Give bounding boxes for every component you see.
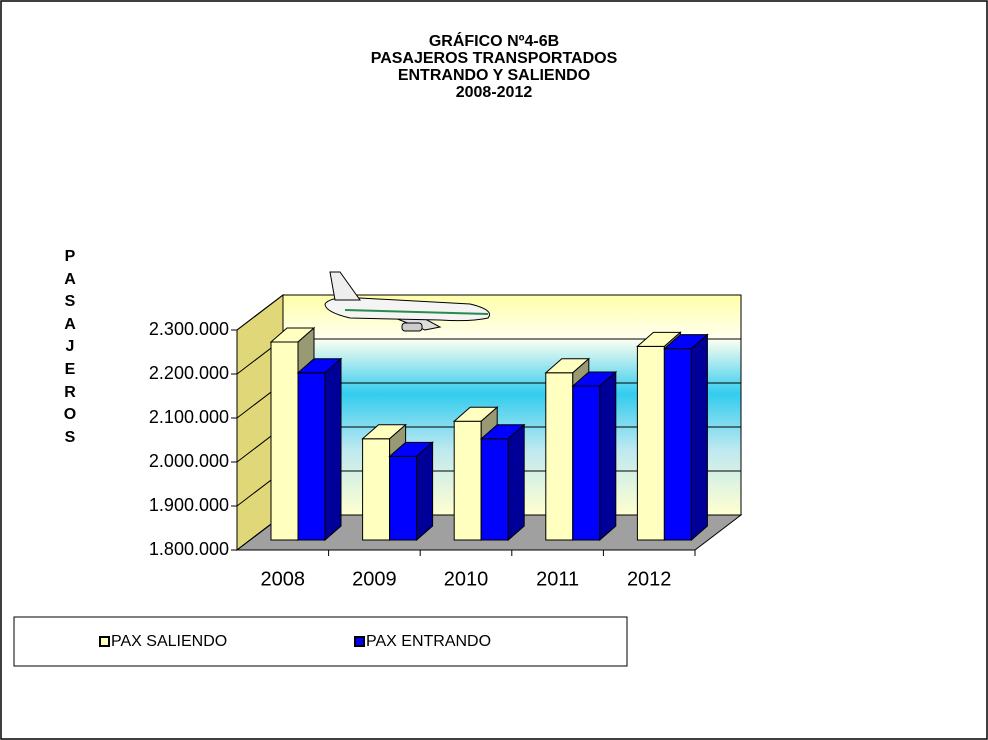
bar-side [599,370,617,542]
legend-swatch [99,636,110,647]
chart-title: GRÁFICO Nº4-6B [429,31,559,50]
bar-front [636,345,665,541]
legend-label: PAX SALIENDO [111,633,227,650]
x-tick-label: 2008 [261,568,306,590]
bar [388,441,434,542]
bar-side [507,423,525,542]
y-tick-label: 2.300.000 [149,319,229,339]
bar-front [270,341,299,541]
airplane-tail [329,271,361,301]
legend-swatch [354,636,365,647]
y-axis-title: PASAJEROS [63,248,77,446]
bar [663,333,709,542]
y-tick-label: 2.100.000 [149,407,229,427]
bar [296,357,343,542]
x-tick-label: 2012 [627,568,672,590]
bar-side [416,441,434,542]
airplane [324,271,490,332]
bar-front [453,420,482,541]
x-tick-label: 2011 [536,568,579,590]
y-tick-label: 2.200.000 [149,363,229,383]
bar-front [389,455,418,541]
bar-side [324,357,342,542]
x-tick-label: 2009 [352,568,397,590]
airplane-engine [401,322,423,332]
legend [13,616,628,667]
bar-front [362,438,391,541]
chart-title: ENTRANDO Y SALIENDO [398,67,590,84]
chart-title: PASAJEROS TRANSPORTADOS [371,50,618,67]
bar-front [480,438,509,541]
airplane-stripe [344,309,489,315]
grid-line [236,294,741,331]
bar [571,370,618,542]
bar-front [297,372,326,541]
bar [479,423,526,542]
bar-front [663,348,692,541]
bar-front [572,385,601,541]
bar-side [690,333,708,542]
bar-front [545,372,574,541]
chart-title: 2008-2012 [456,84,533,101]
x-tick-label: 2010 [444,568,489,590]
y-tick-label: 1.900.000 [149,495,229,515]
y-tick-label: 2.000.000 [149,451,229,471]
legend-label: PAX ENTRANDO [366,633,491,650]
y-tick-label: 1.800.000 [149,539,229,559]
